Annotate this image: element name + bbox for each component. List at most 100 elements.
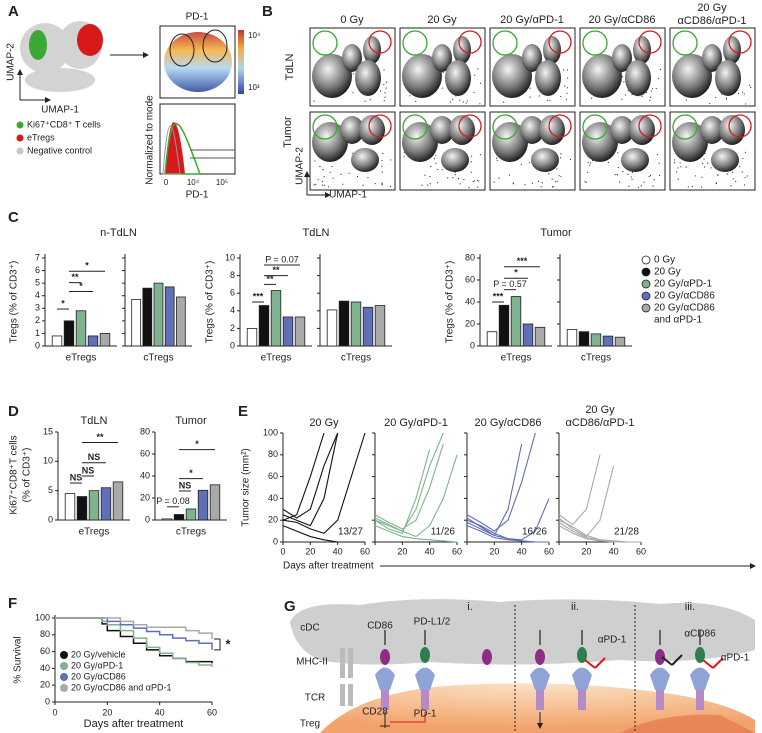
legend-marker	[16, 147, 24, 155]
growth-curve	[282, 432, 339, 519]
umap-density	[711, 148, 739, 172]
umap-dot	[537, 180, 540, 182]
bar	[522, 323, 534, 347]
umap-dot	[470, 161, 472, 163]
ratio-label: 11/26	[431, 527, 456, 538]
growth-curve	[558, 454, 601, 526]
gate	[402, 114, 428, 140]
gate	[582, 30, 608, 56]
y-tick-label: 5	[48, 485, 53, 495]
umap-dot	[624, 94, 627, 96]
umap-dot	[560, 95, 562, 98]
umap-dot	[725, 98, 728, 100]
panel-label: B	[262, 3, 273, 20]
gate	[368, 30, 392, 54]
umap-dot	[731, 171, 734, 173]
umap-dot	[643, 181, 645, 183]
diagram-label: MHC-II	[296, 657, 328, 668]
umap-dot	[479, 103, 481, 105]
umap-dot	[351, 152, 353, 154]
gate	[458, 30, 482, 54]
y-tick-label: 5	[35, 278, 40, 288]
axis-label: Ki67⁺CD8⁺T cells	[9, 435, 20, 514]
y-tick-label: 0	[230, 340, 235, 350]
umap-dot	[673, 162, 676, 164]
chart-title: n-TdLN	[100, 227, 137, 239]
umap-dot	[496, 159, 498, 161]
umap-dot	[685, 99, 687, 101]
panel-label: E	[238, 403, 248, 420]
y-tick-label: 0	[48, 514, 53, 524]
bar	[185, 508, 197, 521]
umap-dot	[584, 181, 586, 183]
umap-dot	[477, 68, 479, 70]
umap-dot	[385, 81, 387, 83]
umap-density	[621, 148, 649, 172]
diagram-label: αPD-1	[598, 635, 627, 646]
umap-dot	[709, 102, 711, 105]
legend-marker	[641, 267, 651, 277]
bar	[590, 333, 602, 347]
umap-dot	[508, 174, 511, 176]
significance-label: P = 0.07	[265, 254, 299, 264]
umap-dot	[315, 183, 317, 186]
gate	[402, 30, 428, 56]
umap-dot	[649, 99, 651, 101]
umap-density	[700, 116, 724, 144]
umap-dot	[327, 186, 330, 188]
legend-label: 20 Gy	[654, 267, 681, 278]
axis-label: UMAP-1	[41, 105, 79, 116]
y-tick-label: 20	[140, 492, 150, 502]
umap-density	[672, 122, 708, 162]
bar	[63, 320, 75, 347]
umap-dot	[591, 97, 593, 99]
umap-dot	[348, 172, 350, 174]
gate	[728, 30, 752, 54]
umap-dot	[658, 174, 661, 176]
umap-dot	[648, 175, 650, 178]
umap-dot	[454, 171, 456, 174]
umap-dot	[437, 168, 439, 171]
umap-dot	[687, 186, 689, 188]
bar	[197, 489, 209, 521]
umap-dot	[459, 183, 461, 185]
umap-density	[629, 115, 655, 145]
axis-label: UMAP-2	[295, 147, 306, 185]
umap-dot	[463, 178, 465, 181]
panel-g-art	[290, 599, 755, 733]
umap-dot	[627, 90, 629, 92]
umap-dot	[660, 68, 662, 70]
umap-dot	[742, 157, 744, 160]
umap-dot	[384, 96, 386, 98]
legend-marker	[641, 255, 651, 265]
umap-dot	[520, 163, 522, 166]
umap-density	[531, 148, 559, 172]
umap-dot	[630, 176, 632, 178]
gate	[728, 114, 752, 138]
axis-label: UMAP-1	[329, 190, 367, 201]
umap-dot	[383, 100, 385, 102]
umap-dot	[389, 185, 392, 187]
umap-density	[582, 54, 622, 98]
umap-dot	[559, 157, 562, 159]
significance-label: *	[61, 298, 65, 308]
diagram-label: cDC	[300, 623, 319, 634]
umap-dot	[538, 95, 540, 97]
umap-dot	[551, 186, 554, 188]
chart-title: 20 Gy/αCD86	[475, 417, 542, 429]
umap-dot	[495, 157, 498, 159]
umap-dot	[385, 87, 387, 89]
diagram-label: PD-L1/2	[414, 617, 451, 628]
umap-dot	[409, 95, 411, 97]
bar	[99, 333, 111, 347]
umap-dot	[650, 96, 652, 98]
umap-dot	[479, 82, 482, 84]
x-tick-label: cTregs	[581, 353, 611, 364]
y-tick-label: 40	[140, 470, 150, 480]
y-tick-label: 3	[35, 303, 40, 313]
x-tick-label: 60	[544, 546, 554, 556]
bar	[602, 335, 614, 347]
x-tick-label: 20	[581, 546, 591, 556]
umap-density	[312, 122, 348, 162]
gate	[672, 114, 698, 140]
